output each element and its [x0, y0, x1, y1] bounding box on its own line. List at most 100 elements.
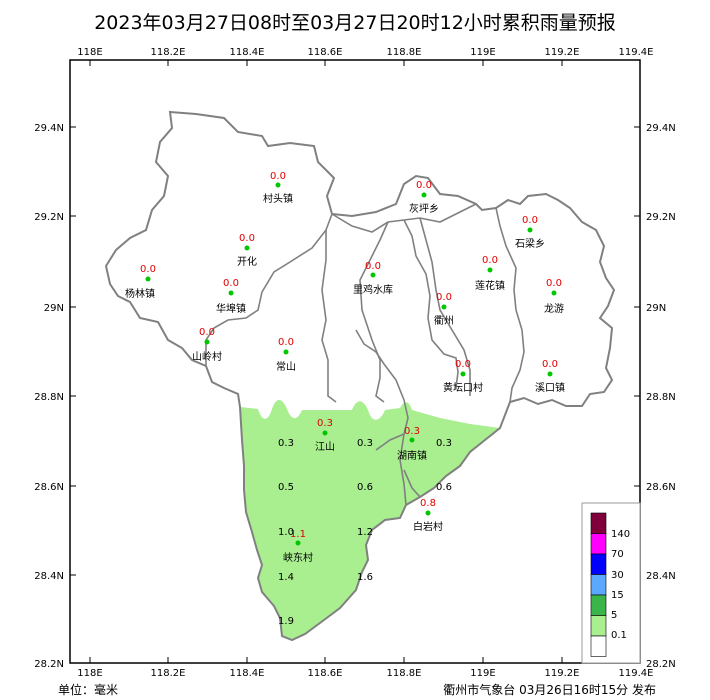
station-name: 石梁乡 — [515, 237, 545, 250]
contour-label: 1.0 — [278, 527, 294, 538]
lat-label-left: 28.6N — [34, 482, 64, 493]
station-value: 0.0 — [239, 233, 255, 244]
station-shiliangxiang[interactable]: 0.0 石梁乡 — [515, 215, 545, 250]
station-name: 黄坛口村 — [443, 381, 483, 394]
lon-label-bottom: 119.4E — [619, 668, 654, 679]
station-dot — [228, 290, 234, 296]
legend-label: 70 — [611, 549, 624, 560]
station-dot — [370, 272, 376, 278]
station-dot — [322, 430, 328, 436]
station-dot — [145, 276, 151, 282]
lon-label-bottom: 118.2E — [151, 668, 186, 679]
lat-label-right: 29.2N — [646, 212, 676, 223]
station-lijishuiku[interactable]: 0.0 里鸡水库 — [353, 261, 393, 296]
station-huipingxiang[interactable]: 0.0 灰坪乡 — [409, 180, 439, 215]
station-name: 江山 — [315, 441, 335, 453]
lat-label-right: 28.6N — [646, 482, 676, 493]
legend-swatches — [590, 512, 607, 657]
lat-label-left: 29N — [44, 303, 64, 314]
station-xiadongcun[interactable]: 1.1 峡东村 — [283, 529, 313, 564]
contour-label: 0.3 — [436, 438, 452, 449]
contour-label: 0.5 — [278, 482, 294, 493]
legend: 140 70 30 15 5 0.1 — [581, 502, 641, 664]
axis-ticks — [70, 60, 640, 663]
station-dot — [487, 267, 493, 273]
contour-label: 0.3 — [278, 438, 294, 449]
lat-label-right: 28.4N — [646, 571, 676, 582]
station-value: 0.0 — [416, 180, 432, 191]
lon-label-bottom: 119E — [470, 668, 495, 679]
map-frame — [69, 59, 641, 664]
legend-label: 140 — [611, 529, 630, 540]
lon-label-top: 119.4E — [619, 47, 654, 58]
station-name: 华埠镇 — [216, 302, 246, 315]
lat-label-right: 29.4N — [646, 123, 676, 134]
contour-label: 0.3 — [357, 438, 373, 449]
legend-swatch — [590, 512, 607, 534]
legend-label: 5 — [611, 610, 617, 621]
station-dot — [527, 227, 533, 233]
legend-label: 0.1 — [611, 630, 627, 641]
legend-swatch — [590, 635, 607, 657]
station-yanglinzhen[interactable]: 0.0 杨林镇 — [125, 264, 156, 300]
top-lon-labels: 118E 118.2E 118.4E 118.6E 118.8E 119E 11… — [77, 47, 653, 58]
lon-label-top: 118.4E — [230, 47, 265, 58]
lon-label-top: 119E — [470, 47, 495, 58]
station-name: 湖南镇 — [397, 449, 427, 462]
station-name: 山岭村 — [192, 350, 222, 363]
station-dot — [409, 437, 415, 443]
station-dot — [425, 510, 431, 516]
right-lat-labels: 29.4N 29.2N 29N 28.8N 28.6N 28.4N 28.2N — [646, 123, 676, 670]
station-dot — [547, 371, 553, 377]
station-jiangshan[interactable]: 0.3 江山 — [315, 418, 335, 453]
station-name: 杨林镇 — [125, 287, 155, 300]
station-name: 莲花镇 — [475, 279, 505, 292]
map-title: 2023年03月27日08时至03月27日20时12小时累积雨量预报 — [94, 12, 616, 34]
station-value: 0.0 — [365, 261, 381, 272]
lat-label-left: 29.4N — [34, 123, 64, 134]
station-changshan[interactable]: 0.0 常山 — [276, 337, 296, 373]
lon-label-top: 118E — [77, 47, 102, 58]
station-xikouzhen[interactable]: 0.0 溪口镇 — [535, 359, 565, 394]
legend-label: 30 — [611, 570, 624, 581]
legend-swatch — [590, 533, 607, 555]
station-huabuzhen[interactable]: 0.0 华埠镇 — [216, 278, 246, 315]
station-value: 0.0 — [278, 337, 294, 348]
lat-label-right: 28.2N — [646, 659, 676, 670]
lat-label-left: 28.2N — [34, 659, 64, 670]
legend-swatch — [590, 553, 607, 575]
station-value: 0.8 — [420, 498, 436, 509]
station-quzhou[interactable]: 0.0 衢州 — [434, 292, 454, 327]
contour-label: 0.6 — [436, 482, 452, 493]
station-name: 龙游 — [544, 302, 564, 315]
lat-label-left: 28.4N — [34, 571, 64, 582]
station-cuntouzhen[interactable]: 0.0 村头镇 — [263, 171, 293, 205]
contour-label: 1.4 — [278, 572, 294, 583]
station-longyou[interactable]: 0.0 龙游 — [544, 278, 564, 315]
station-kaihua[interactable]: 0.0 开化 — [237, 233, 257, 268]
lon-label-bottom: 118.6E — [308, 668, 343, 679]
station-name: 常山 — [276, 360, 296, 373]
station-dot — [295, 540, 301, 546]
station-name: 里鸡水库 — [353, 283, 393, 296]
station-name: 村头镇 — [263, 192, 293, 205]
lon-label-top: 118.8E — [387, 47, 422, 58]
station-huangtankoucun[interactable]: 0.0 黄坛口村 — [443, 359, 483, 394]
station-baiyancun[interactable]: 0.8 白岩村 — [413, 498, 443, 533]
issuer-label: 衢州市气象台 03月26日16时15分 发布 — [443, 683, 656, 697]
station-value: 0.3 — [317, 418, 333, 429]
station-hunanzhen[interactable]: 0.3 湖南镇 — [397, 426, 427, 462]
contour-label: 1.2 — [357, 527, 373, 538]
unit-label: 单位：毫米 — [58, 683, 119, 697]
lat-label-left: 29.2N — [34, 212, 64, 223]
station-name: 开化 — [237, 255, 257, 268]
station-dot — [283, 349, 289, 355]
station-dot — [204, 339, 210, 345]
station-shanlingcun[interactable]: 0.0 山岭村 — [192, 327, 222, 363]
left-lat-labels: 29.4N 29.2N 29N 28.8N 28.6N 28.4N 28.2N — [34, 123, 64, 670]
lon-label-bottom: 118.8E — [387, 668, 422, 679]
station-name: 灰坪乡 — [409, 202, 439, 215]
station-lianhuazhen[interactable]: 0.0 莲花镇 — [475, 255, 505, 292]
station-dot — [551, 290, 557, 296]
